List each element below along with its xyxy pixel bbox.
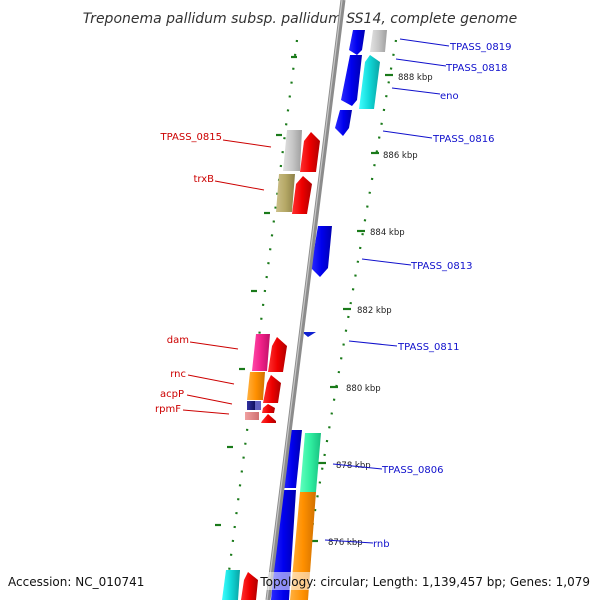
gene-label: rnb (373, 539, 390, 550)
gene-feature (247, 401, 255, 410)
gene-feature (302, 332, 316, 337)
gene-feature (370, 30, 387, 52)
genome-backbone (265, 0, 346, 600)
gene-feature (222, 570, 240, 600)
gene-label: dam (167, 335, 189, 346)
gene-feature (247, 372, 265, 400)
gene-label: eno (440, 91, 459, 102)
gene-label: TPASS_0819 (449, 42, 511, 53)
gene-feature (292, 176, 312, 214)
right-leader-lines (324, 38, 450, 544)
gene-feature (263, 375, 281, 403)
gene-feature (268, 337, 287, 372)
gene-label: rnc (170, 369, 186, 380)
gene-feature (252, 334, 270, 371)
tick-label: 888 kbp (398, 73, 433, 83)
gene-label: TPASS_0818 (445, 63, 507, 74)
tick-label: 882 kbp (357, 306, 392, 316)
gene-label: TPASS_0816 (432, 134, 494, 145)
gene-label: acpP (160, 389, 184, 400)
gene-label: trxB (193, 174, 214, 185)
gene-feature (335, 110, 352, 136)
tick-label: 884 kbp (370, 228, 405, 238)
gene-feature (283, 130, 302, 171)
accession-text: Accession: NC_010741 (8, 575, 144, 589)
gene-feature (341, 55, 362, 106)
topology-text: Topology: circular; Length: 1,139,457 bp… (259, 575, 590, 589)
gene-label: rpmF (155, 404, 181, 415)
tick-label: 886 kbp (383, 151, 418, 161)
footer-backdrop (258, 572, 592, 590)
gene-feature (255, 401, 261, 410)
gene-feature (300, 132, 320, 172)
right-gene-labels: TPASS_0819 TPASS_0818 eno TPASS_0816 TPA… (373, 42, 511, 550)
gene-label: TPASS_0815 (160, 132, 222, 143)
gene-feature (300, 433, 321, 492)
gene-feature (262, 404, 275, 413)
gene-label: TPASS_0813 (410, 261, 472, 272)
map-title: Treponema pallidum subsp. pallidum SS14,… (83, 11, 518, 27)
tick-labels: 888 kbp 886 kbp 884 kbp 882 kbp 880 kbp … (328, 73, 433, 548)
gene-feature (241, 572, 258, 600)
left-gene-labels: TPASS_0815 trxB dam rnc acpP rpmF (155, 132, 222, 415)
gene-feature (276, 174, 295, 212)
gene-label: TPASS_0811 (397, 342, 459, 353)
gene-feature (311, 226, 332, 277)
gene-feature (245, 412, 259, 420)
inner-tick-marks (215, 55, 297, 527)
gene-feature (349, 30, 365, 55)
gene-feature (359, 55, 380, 109)
gene-features (222, 30, 387, 600)
gene-feature (261, 414, 276, 423)
tick-label: 876 kbp (328, 538, 363, 548)
gene-label: TPASS_0806 (381, 465, 443, 476)
left-leader-lines (182, 139, 272, 415)
tick-label: 880 kbp (346, 384, 381, 394)
